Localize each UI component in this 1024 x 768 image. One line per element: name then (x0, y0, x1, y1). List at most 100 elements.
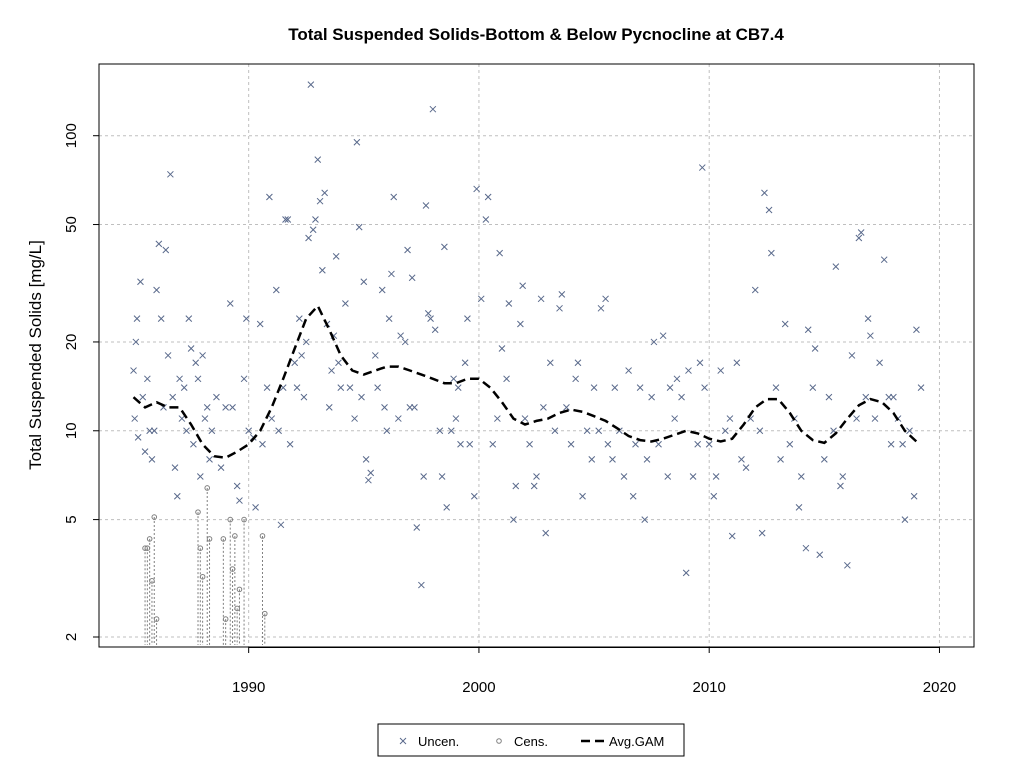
uncensored-point (574, 359, 582, 367)
uncensored-point (388, 270, 395, 278)
uncensored-point (837, 482, 844, 490)
censored-point (153, 616, 160, 622)
uncensored-point (537, 295, 545, 303)
uncensored-point (418, 581, 425, 589)
uncensored-point (556, 304, 563, 312)
uncensored-point (378, 286, 386, 294)
uncensored-point (173, 492, 181, 500)
uncensored-point (583, 427, 591, 435)
uncensored-point (252, 504, 259, 511)
uncensored-point (332, 253, 340, 260)
uncensored-point (871, 415, 879, 422)
uncensored-point (233, 482, 241, 490)
uncensored-point (342, 300, 349, 307)
legend-label: Uncen. (418, 734, 459, 749)
uncensored-point (291, 359, 299, 367)
uncensored-point (595, 427, 603, 435)
uncensored-point (167, 170, 174, 178)
uncensored-point (328, 367, 335, 374)
uncensored-point (602, 295, 609, 303)
uncensored-point (567, 440, 575, 448)
uncensored-point (353, 138, 361, 146)
uncensored-point (367, 469, 375, 477)
uncensored-point (176, 375, 183, 383)
uncensored-point (130, 367, 137, 374)
uncensored-point (316, 197, 324, 205)
uncensored-point (505, 300, 513, 307)
censored-point (149, 578, 155, 584)
uncensored-point (355, 223, 363, 231)
uncensored-point (245, 427, 253, 435)
uncensored-point (319, 266, 326, 274)
uncensored-point (526, 440, 533, 448)
uncensored-point (150, 427, 158, 435)
uncensored-point (678, 393, 685, 401)
uncensored-point (226, 300, 234, 307)
uncensored-point (148, 456, 156, 463)
uncensored-point (438, 473, 446, 480)
uncensored-point (447, 427, 455, 435)
uncensored-point (768, 249, 775, 257)
uncensored-point (517, 320, 524, 328)
uncensored-point (134, 433, 142, 441)
uncensored-point (906, 427, 913, 435)
uncensored-point (712, 473, 720, 480)
uncensored-point (632, 440, 639, 448)
uncensored-point (464, 315, 471, 322)
y-tick-label: 5 (63, 515, 80, 523)
uncensored-point (597, 304, 605, 312)
uncensored-point (864, 315, 872, 322)
censored-point (222, 616, 229, 622)
x-tick-label: 2000 (462, 679, 495, 696)
uncensored-point (293, 384, 301, 392)
uncensored-point (648, 393, 655, 401)
uncensored-point (374, 384, 381, 392)
uncensored-point (685, 367, 692, 374)
uncensored-point (309, 226, 317, 234)
uncensored-point (229, 404, 236, 411)
uncensored-point (171, 464, 179, 471)
uncensored-point (705, 440, 713, 448)
uncensored-point (673, 375, 681, 383)
uncensored-point (496, 249, 504, 257)
x-tick-label: 2020 (923, 679, 956, 696)
uncensored-point (381, 404, 388, 411)
uncensored-point (286, 440, 294, 448)
uncensored-point (510, 516, 517, 523)
censored-point (259, 533, 266, 539)
censored-point (206, 536, 213, 542)
uncensored-point (194, 375, 202, 383)
uncensored-point (590, 384, 598, 392)
censored-point (151, 514, 158, 520)
uncensored-point (263, 384, 271, 392)
uncensored-point (346, 384, 354, 392)
uncensored-point (917, 384, 925, 392)
uncensored-point (484, 193, 492, 201)
uncensored-point (477, 295, 485, 303)
y-axis-label: Total Suspended Solids [mg/L] (26, 240, 45, 470)
uncensored-point (620, 473, 628, 480)
legend-box (377, 723, 685, 757)
plot-frame (98, 63, 975, 648)
uncensored-point (358, 393, 365, 401)
uncensored-point (164, 352, 172, 359)
uncensored-point (563, 404, 570, 411)
uncensored-point (139, 393, 147, 401)
uncensored-point (183, 427, 190, 435)
uncensored-point (761, 189, 768, 197)
legend-marker-cens (496, 738, 502, 744)
censored-point (204, 485, 211, 491)
uncensored-point (519, 282, 527, 290)
uncensored-point (268, 415, 276, 422)
chart-title: Total Suspended Solids-Bottom & Below Py… (288, 25, 784, 44)
censored-point (199, 573, 206, 580)
uncensored-point (213, 393, 220, 401)
uncensored-point (710, 492, 718, 500)
censored-point (220, 536, 227, 542)
y-tick-label: 10 (63, 422, 80, 439)
uncensored-point (272, 286, 280, 294)
uncensored-point (890, 393, 897, 401)
legend: Uncen. Cens. Avg.GAM (377, 723, 685, 757)
y-tick-label: 100 (63, 123, 80, 148)
uncensored-point (295, 315, 303, 322)
